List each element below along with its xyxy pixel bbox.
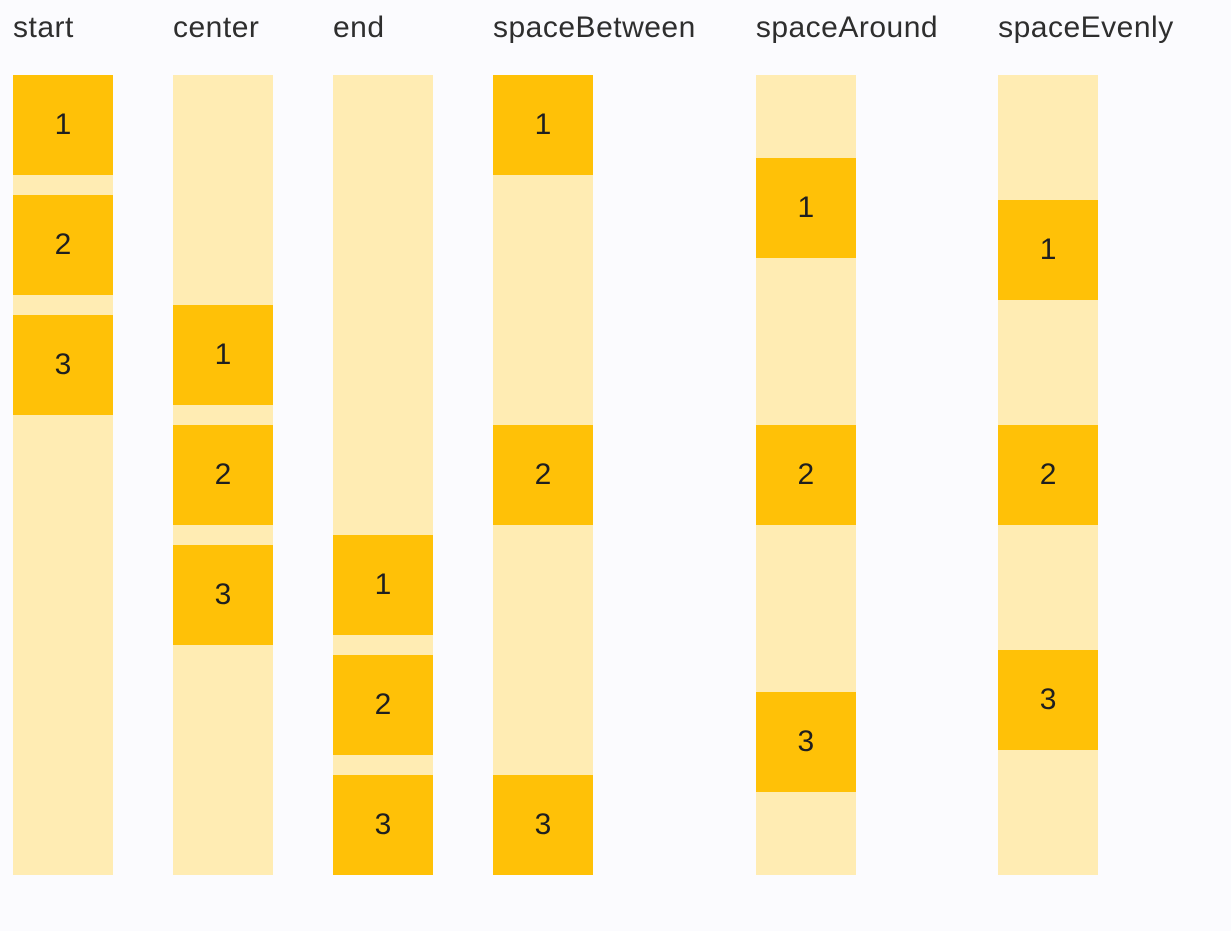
flex-item-box: 3 (173, 545, 273, 645)
column-group-center: center 1 2 3 (173, 10, 273, 875)
column-group-end: end 1 2 3 (333, 10, 433, 875)
track-end: 1 2 3 (333, 75, 433, 875)
column-label-end: end (333, 11, 385, 44)
column-label-space-between: spaceBetween (493, 11, 696, 44)
track-space-between: 1 2 3 (493, 75, 593, 875)
flex-item-box: 1 (173, 305, 273, 405)
column-group-space-evenly: spaceEvenly 1 2 3 (998, 10, 1174, 875)
flex-item-box: 3 (755, 691, 856, 792)
column-label-start: start (13, 11, 74, 44)
flex-item-box: 1 (493, 75, 593, 175)
track-space-evenly: 1 2 3 (998, 75, 1099, 875)
track-space-around: 1 2 3 (755, 75, 856, 875)
track-center: 1 2 3 (173, 75, 273, 875)
flex-item-box: 3 (13, 315, 113, 415)
column-label-center: center (173, 11, 260, 44)
column-group-space-between: spaceBetween 1 2 3 (493, 10, 696, 875)
flex-item-box: 2 (13, 195, 113, 295)
flex-item-box: 3 (333, 775, 433, 875)
column-group-start: start 1 2 3 (13, 10, 113, 875)
flex-item-box: 1 (13, 75, 113, 175)
justify-content-demo: start 1 2 3 center 1 2 3 end 1 2 3 space… (13, 10, 1174, 875)
flex-item-box: 2 (173, 425, 273, 525)
column-label-space-evenly: spaceEvenly (998, 11, 1174, 44)
flex-item-box: 1 (333, 535, 433, 635)
flex-item-box: 1 (755, 158, 856, 259)
flex-item-box: 2 (333, 655, 433, 755)
flex-item-box: 2 (755, 424, 856, 525)
flex-item-box: 1 (998, 200, 1099, 300)
flex-item-box: 2 (493, 425, 593, 525)
flex-item-box: 3 (998, 650, 1099, 750)
track-start: 1 2 3 (13, 75, 113, 875)
column-label-space-around: spaceAround (755, 11, 939, 44)
flex-item-box: 3 (493, 775, 593, 875)
flex-item-box: 2 (998, 425, 1099, 525)
column-group-space-around: spaceAround 1 2 3 (755, 10, 939, 875)
